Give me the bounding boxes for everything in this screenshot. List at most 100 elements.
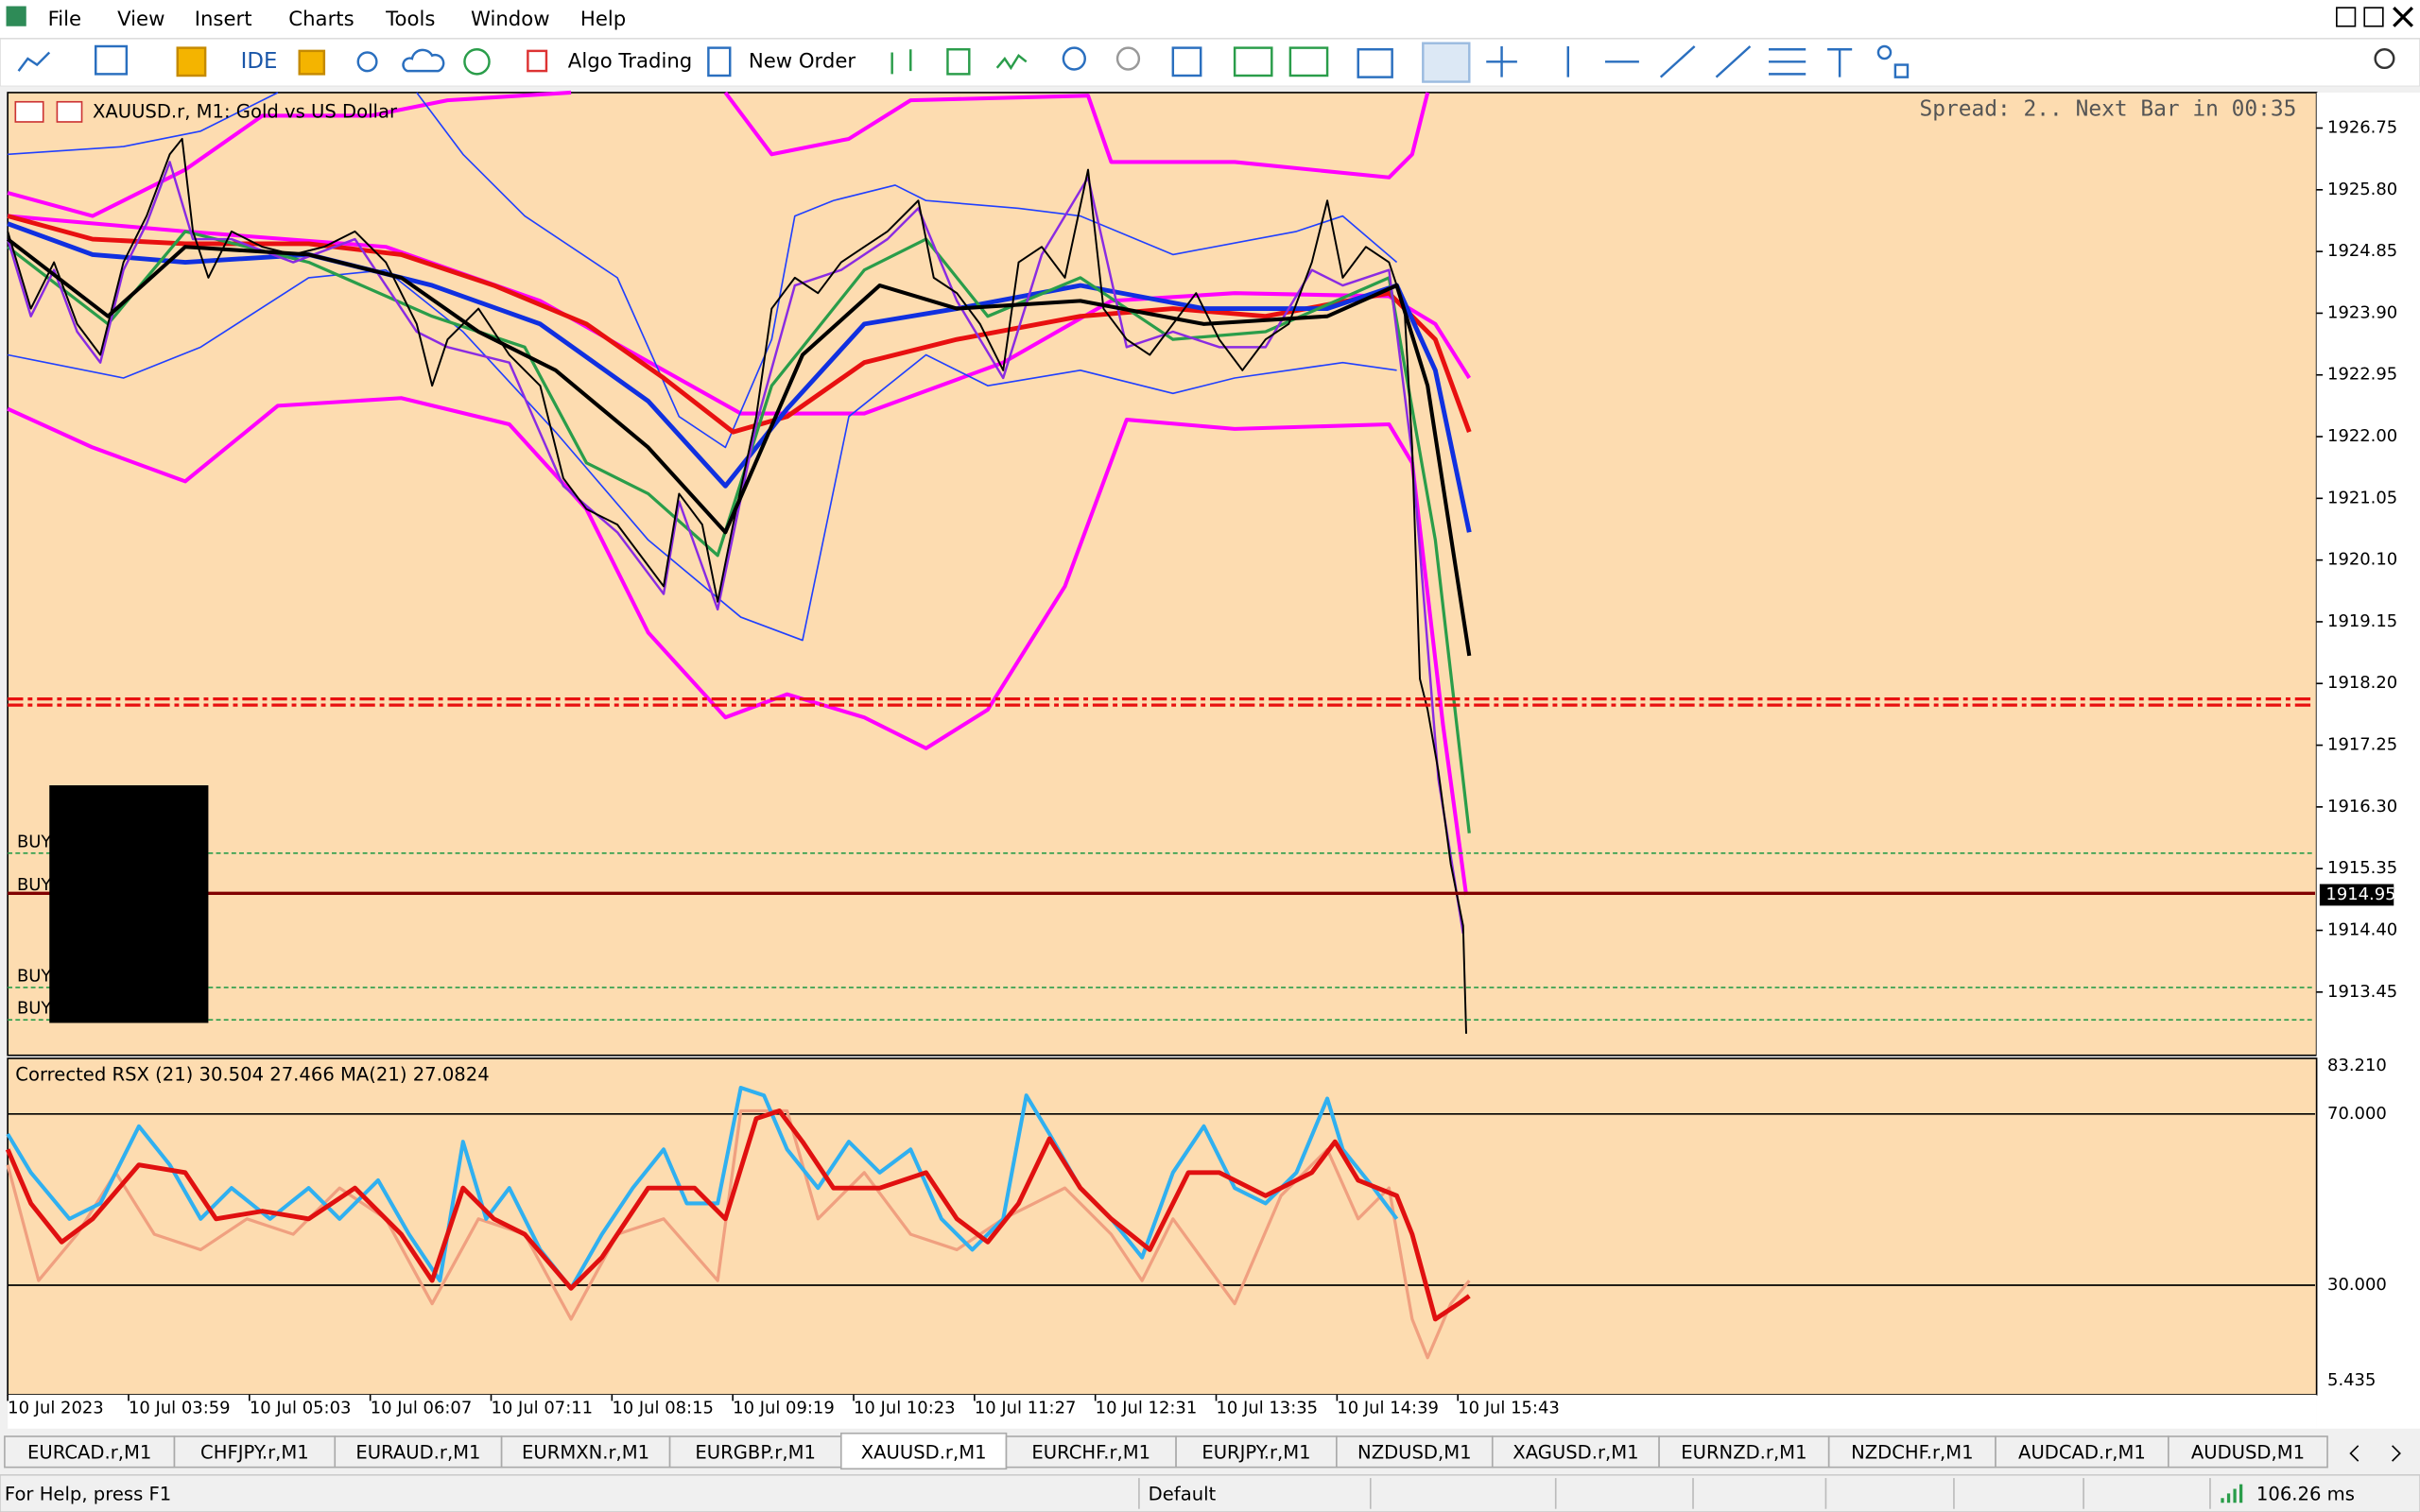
time-label: 10 Jul 14:39 [1337,1399,1439,1418]
menu-item[interactable]: Charts [288,8,354,31]
time-label: 10 Jul 12:31 [1096,1399,1198,1418]
tool-icon[interactable] [1893,63,1910,78]
status-bar [0,1474,2420,1512]
indicator-level-label: 83.210 [2327,1056,2387,1075]
price-label: 1923.90 [2327,302,2397,322]
tab-label[interactable]: CHFJPY.r,M1 [200,1441,309,1463]
tool-icon[interactable] [1233,46,1273,77]
menu-item[interactable]: Help [580,8,626,31]
tab-label[interactable]: XAGUSD.r,M1 [1512,1441,1638,1463]
search-icon[interactable] [2374,48,2395,70]
current-price-label: 1914.95 [2325,885,2395,904]
tab[interactable] [839,1432,1008,1470]
tool-icon[interactable] [17,51,51,72]
tab-label[interactable]: EURCHF.r,M1 [1031,1441,1150,1463]
app-icon [6,6,26,26]
tab[interactable] [668,1435,842,1469]
tool-icon[interactable] [1062,46,1086,71]
tool-icon[interactable] [1357,48,1393,78]
tab[interactable] [1175,1435,1338,1469]
bollinger-outer [7,90,572,218]
tool-icon[interactable] [946,48,971,76]
toolbar-icons [17,42,2395,83]
menu-item[interactable]: View [117,8,164,31]
price-label: 1913.45 [2327,982,2397,1002]
tool-icon[interactable] [356,51,378,73]
tool-icon[interactable] [1422,42,1471,83]
tab[interactable] [173,1435,337,1469]
restore[interactable] [2363,7,2384,27]
time-label: 10 Jul 13:35 [1217,1399,1319,1418]
tab-label[interactable]: EURGBP.r,M1 [695,1441,816,1463]
tool-icon[interactable] [1486,45,1853,78]
toolbar [0,38,2420,88]
tab-label[interactable]: NZDCHF.r,M1 [1851,1441,1973,1463]
status-ping: 106.26 ms [2256,1484,2355,1505]
spread-info: Spread: 2.. Next Bar in 00:35 [1920,96,2297,121]
time-label: 10 Jul 10:23 [854,1399,956,1418]
price-label: 1915.35 [2327,858,2397,878]
object-box[interactable] [49,785,209,1023]
tool-icon[interactable] [176,46,207,77]
indicator-label: Corrected RSX (21) 30.504 27.466 MA(21) … [15,1063,489,1085]
tool-icon[interactable] [1115,46,1141,71]
price-label: 1924.85 [2327,241,2397,261]
tab[interactable] [1827,1435,1996,1469]
tab-label[interactable]: EURAUD.r,M1 [355,1441,480,1463]
tab[interactable] [1995,1435,2169,1469]
new-order-button[interactable]: New Order [749,49,856,73]
algo-trading-button[interactable]: Algo Trading [568,49,692,73]
tab-label[interactable]: EURJPY.r,M1 [1201,1441,1310,1463]
price-label: 1920.10 [2327,550,2397,570]
tab-label[interactable]: AUDCAD.r,M1 [2018,1441,2146,1463]
tool-icon[interactable] [1288,46,1329,77]
tool-icon[interactable] [463,48,491,76]
tab-scroll[interactable] [2349,1445,2401,1462]
menu-item[interactable]: Window [471,8,550,31]
bollinger-inner [8,92,279,156]
time-label: 10 Jul 05:03 [250,1399,352,1418]
indicator-lines [5,1085,1471,1360]
tool-icon[interactable] [402,48,445,73]
tool-icon[interactable] [527,49,548,73]
tab-label[interactable]: AUDUSD,M1 [2191,1441,2305,1463]
indicator-level-label: 30.000 [2327,1275,2387,1295]
price-label: 1926.75 [2327,118,2397,138]
tab-label[interactable]: EURCAD.r,M1 [27,1441,151,1463]
bollinger-inner [416,92,1398,449]
tool-icon[interactable] [1171,46,1202,77]
window-controls[interactable] [2336,7,2413,27]
tab[interactable] [2168,1435,2328,1469]
tab-label[interactable]: XAUUSD.r,M1 [861,1441,987,1463]
menu-bar [0,0,2420,39]
price-label: 1919.15 [2327,611,2397,631]
price-pane[interactable] [7,92,2318,1057]
price-label: 1925.80 [2327,180,2397,199]
status-profile: Default [1149,1484,1217,1505]
tab-label[interactable]: NZDUSD,M1 [1357,1441,1472,1463]
menu-item[interactable]: Insert [195,8,252,31]
tool-icon[interactable] [298,49,326,76]
tab-label[interactable]: EURMXN.r,M1 [522,1441,649,1463]
price-label: 1917.25 [2327,735,2397,755]
minimize[interactable] [2336,7,2357,27]
tab-label[interactable]: EURNZD.r,M1 [1681,1441,1806,1463]
close[interactable] [2393,7,2413,27]
tool-icon[interactable] [1876,44,1893,60]
menu-item[interactable]: File [48,8,82,31]
tool-icon[interactable] [995,53,1028,71]
time-label: 10 Jul 15:43 [1458,1399,1560,1418]
tab[interactable] [1336,1435,1494,1469]
menu-item[interactable]: Tools [385,8,435,31]
tool-icon[interactable] [890,49,912,75]
candles [7,137,1467,1034]
price-label: 1922.00 [2327,426,2397,446]
time-label: 10 Jul 11:27 [975,1399,1077,1418]
ide-button[interactable]: IDE [241,49,278,74]
tab[interactable] [1005,1435,1177,1469]
moving-average [7,230,1471,833]
tab[interactable] [1658,1435,1830,1469]
tool-icon[interactable] [95,44,129,76]
tool-icon[interactable] [707,46,732,77]
